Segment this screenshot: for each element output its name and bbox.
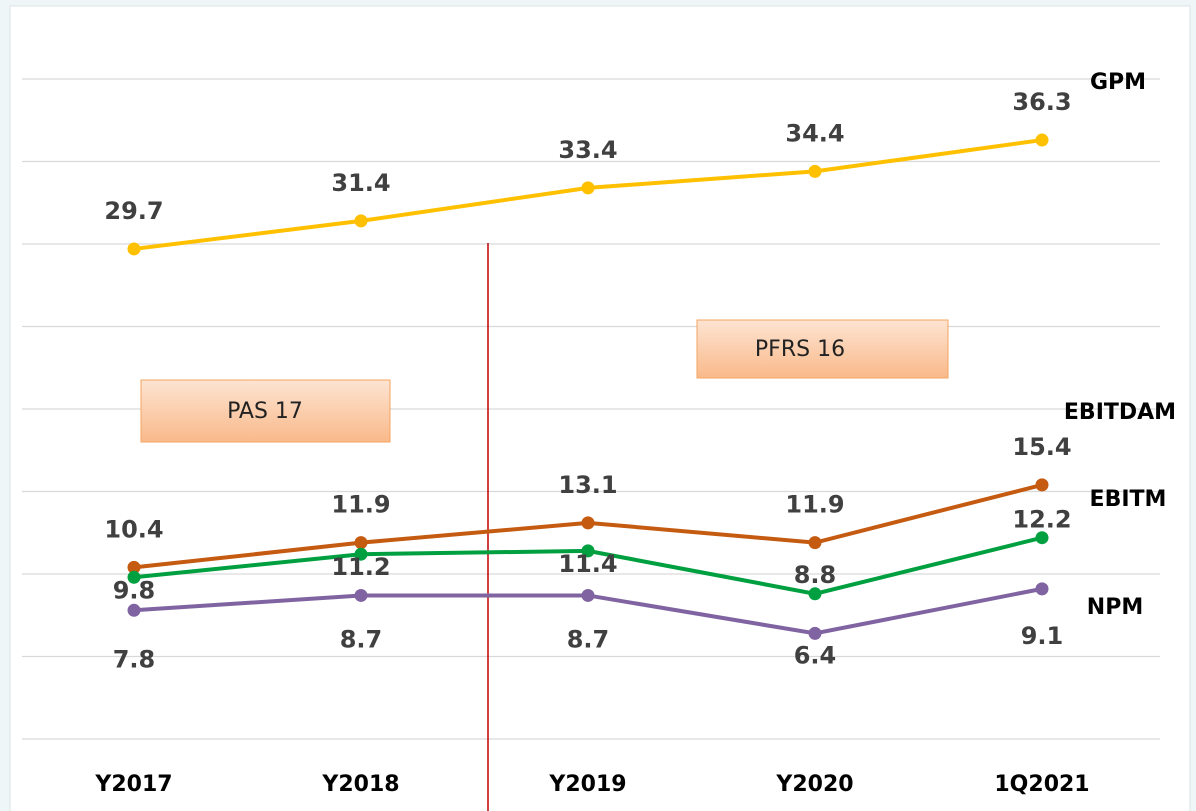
legend-label: EBITM: [1090, 487, 1167, 512]
data-label: 7.8: [113, 645, 156, 673]
data-point: [1035, 531, 1049, 545]
data-point: [354, 588, 368, 602]
legend-label: EBITDAM: [1064, 400, 1176, 425]
data-point: [127, 242, 141, 256]
data-point: [354, 536, 368, 550]
data-label: 33.4: [558, 136, 617, 164]
data-point: [808, 587, 822, 601]
x-tick-label: 1Q2021: [994, 772, 1089, 797]
data-point: [1035, 582, 1049, 596]
annotation-box: [696, 319, 949, 379]
data-point: [581, 588, 595, 602]
data-label: 11.2: [331, 553, 390, 581]
data-label: 8.7: [567, 625, 610, 653]
data-label: 6.4: [794, 641, 837, 669]
data-point: [808, 626, 822, 640]
data-point: [1035, 133, 1049, 147]
x-tick-label: Y2020: [775, 772, 853, 797]
data-point: [354, 547, 368, 561]
data-point: [127, 603, 141, 617]
data-label: 10.4: [104, 515, 163, 543]
data-point: [1035, 478, 1049, 492]
x-tick-label: Y2018: [321, 772, 399, 797]
legend-label: GPM: [1090, 70, 1146, 95]
legend-label: NPM: [1087, 595, 1143, 620]
data-label: 11.4: [558, 550, 617, 578]
data-label: 12.2: [1012, 506, 1071, 534]
data-label: 8.8: [794, 561, 837, 589]
data-label: 31.4: [331, 169, 390, 197]
data-point: [808, 164, 822, 178]
data-label: 11.9: [785, 491, 844, 519]
data-point: [581, 516, 595, 530]
data-point: [127, 570, 141, 584]
data-point: [581, 181, 595, 195]
data-label: 13.1: [558, 471, 617, 499]
data-label: 15.4: [1012, 433, 1071, 461]
data-label: 11.9: [331, 491, 390, 519]
data-point: [127, 560, 141, 574]
data-label: 36.3: [1012, 88, 1071, 116]
x-tick-label: Y2019: [548, 772, 626, 797]
data-label: 9.8: [113, 576, 156, 604]
data-label: 34.4: [785, 119, 844, 147]
annotation: PFRS 16: [755, 337, 845, 362]
annotation: PAS 17: [227, 399, 303, 424]
x-tick-label: Y2017: [94, 772, 172, 797]
data-point: [354, 214, 368, 228]
annotation-box: [140, 379, 391, 443]
data-point: [808, 536, 822, 550]
data-label: 8.7: [340, 625, 383, 653]
data-point: [581, 544, 595, 558]
data-label: 29.7: [104, 197, 163, 225]
data-label: 9.1: [1021, 622, 1064, 650]
